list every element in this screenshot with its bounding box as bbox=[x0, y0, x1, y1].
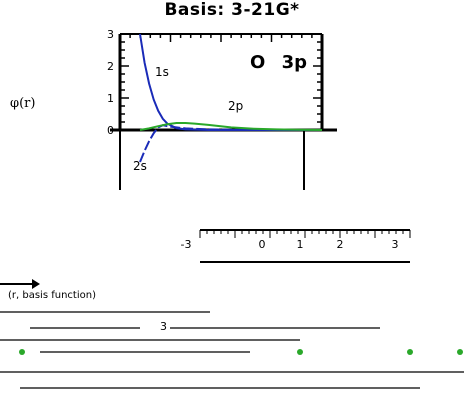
series-line-2s bbox=[139, 124, 322, 163]
series-label-2p: 2p bbox=[228, 99, 243, 113]
y-tick-label: 2 bbox=[107, 60, 114, 73]
element-symbol: O bbox=[250, 52, 266, 73]
lower-tick-label: 0 bbox=[259, 238, 266, 251]
state-label: 3p bbox=[281, 52, 308, 73]
y-tick-label: 3 bbox=[107, 28, 114, 41]
y-axis-label: φ(r) bbox=[10, 96, 36, 111]
chart-title: Basis: 3-21G* bbox=[164, 0, 300, 20]
y-tick-label: 0 bbox=[107, 124, 114, 137]
y-tick-label: 1 bbox=[107, 92, 114, 105]
lower-green-marker bbox=[407, 349, 413, 355]
lower-green-marker bbox=[19, 349, 25, 355]
lower-tick-label: -3 bbox=[181, 238, 192, 251]
lower-tick-label: 2 bbox=[337, 238, 344, 251]
series-line-2p bbox=[139, 122, 323, 131]
lower-marker-label: 3 bbox=[160, 320, 167, 333]
lower-tick-label: 3 bbox=[392, 238, 399, 251]
lower-green-marker bbox=[297, 349, 303, 355]
series-line-1s bbox=[139, 33, 322, 131]
bottom-caption: (r, basis function) bbox=[8, 290, 96, 301]
series-label-1s: 1s bbox=[155, 65, 169, 79]
lower-tick-label: 1 bbox=[297, 238, 304, 251]
series-label-2s: 2s bbox=[133, 159, 147, 173]
left-arrow-head bbox=[32, 279, 40, 289]
species-label: O 3p bbox=[250, 52, 307, 73]
lower-green-marker bbox=[457, 349, 463, 355]
